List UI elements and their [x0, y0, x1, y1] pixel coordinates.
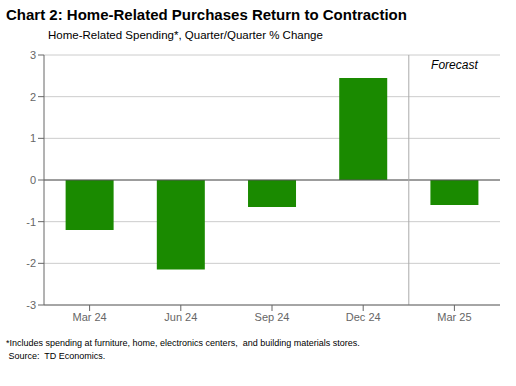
svg-text:3: 3	[30, 49, 36, 61]
svg-text:0: 0	[30, 174, 36, 186]
html-text:*Includes spending at furnitur: *Includes spending at furniture, home, e…	[6, 338, 360, 348]
html-text:Home-Related Spending*, Quarte: Home-Related Spending*, Quarter/Quarter …	[48, 29, 323, 41]
svg-text:Dec 24: Dec 24	[346, 311, 381, 323]
svg-text:Forecast: Forecast	[431, 58, 478, 72]
svg-text:1: 1	[30, 132, 36, 144]
svg-text:2: 2	[30, 91, 36, 103]
svg-text:Mar 24: Mar 24	[72, 311, 106, 323]
svg-text:-3: -3	[26, 299, 36, 311]
svg-text:Mar 25: Mar 25	[437, 311, 471, 323]
svg-text:Sep 24: Sep 24	[255, 311, 290, 323]
html-text:Source: TD Economics.: Source: TD Economics.	[6, 351, 106, 361]
svg-text:-2: -2	[26, 257, 36, 269]
html-text:Chart 2: Home-Related Purchase: Chart 2: Home-Related Purchases Return t…	[6, 6, 407, 23]
svg-text:Jun 24: Jun 24	[164, 311, 197, 323]
svg-text:-1: -1	[26, 216, 36, 228]
